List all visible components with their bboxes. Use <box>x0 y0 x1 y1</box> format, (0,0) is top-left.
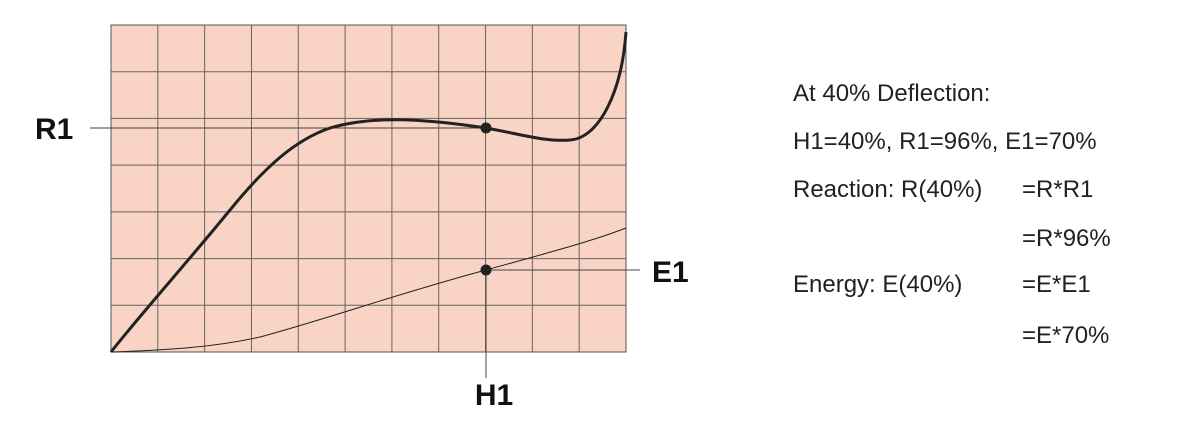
note-energy-label: Energy: E(40%) <box>793 271 962 298</box>
plot-border <box>110 24 627 353</box>
note-reaction-label: Reaction: R(40%) <box>793 176 982 203</box>
r1-point <box>480 122 492 134</box>
h1-label: H1 <box>475 379 513 412</box>
note-heading: At 40% Deflection: <box>793 80 990 107</box>
note-energy-result: =E*70% <box>1022 322 1109 349</box>
note-energy-formula: =E*E1 <box>1022 271 1091 298</box>
plot-area <box>111 25 626 352</box>
r1-label: R1 <box>35 113 73 146</box>
reaction-curve <box>109 31 628 353</box>
note-values: H1=40%, R1=96%, E1=70% <box>793 128 1097 155</box>
note-reaction-result: =R*96% <box>1022 225 1111 252</box>
energy-curve <box>110 227 627 353</box>
grid <box>111 25 626 352</box>
e1-label: E1 <box>652 256 689 289</box>
note-reaction-formula: =R*R1 <box>1022 176 1093 203</box>
e1-point <box>480 264 492 276</box>
